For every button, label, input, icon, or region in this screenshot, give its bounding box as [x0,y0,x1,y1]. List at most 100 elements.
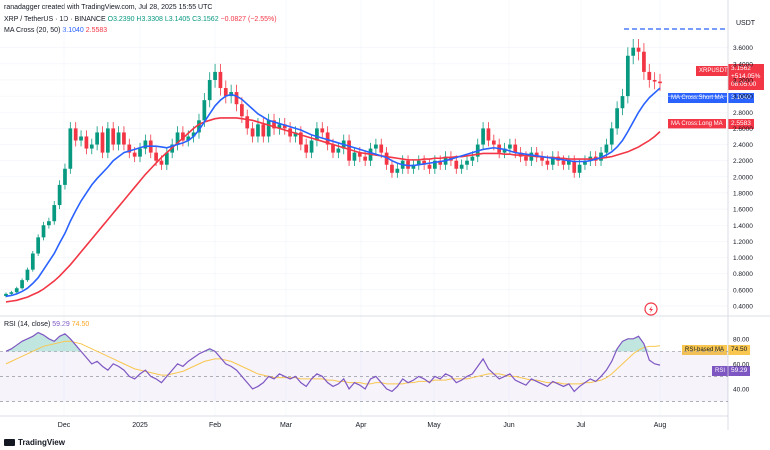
time-tick-label: Mar [280,422,293,429]
candle-body [491,140,496,145]
candle-body [143,140,148,149]
ma-short-tag-label: MA Cross:Short MA [668,93,727,103]
time-axis: Dec 2025 Feb Mar Apr May Jun Jul Aug [58,422,667,429]
candle-body [111,128,116,145]
price-tick-label: 3.6000 [733,45,753,52]
candle-body [416,160,421,165]
candle-body [524,156,528,161]
rsi-value: 59.29 [52,321,70,328]
candle-body [583,160,587,165]
price-tag-change: +514.05% [731,73,761,80]
candle-body [438,160,443,165]
ohlc-low: L3.1405 [164,16,191,23]
ma-long-tag-value: 2.5583 [728,119,754,129]
candle-body [9,292,14,294]
candle-body [256,124,260,137]
candle-body [550,156,555,165]
candle-body [363,156,368,161]
candle-body [95,132,99,145]
candle-body [84,136,89,149]
price-tick-label: 2.0000 [733,174,753,181]
rsi-tick-label: 60.00 [733,361,750,368]
candle-body [615,108,619,129]
price-tick-label: 2.6000 [733,126,753,133]
price-tick-label: 1.2000 [733,239,753,246]
candle-body [138,148,142,157]
candle-body [432,160,437,169]
credit-text: ranadagger created with TradingView.com,… [4,4,213,11]
candle-body [304,144,309,153]
candle-body [481,128,485,145]
candle-body [73,128,78,141]
candle-body [352,152,357,161]
candle-body [4,293,8,297]
candle-body [30,253,35,270]
candle-body [298,132,303,145]
tradingview-logo[interactable]: TradingView [4,438,65,447]
candle-body [636,47,641,52]
candle-body [250,128,255,137]
price-tag-symbol: XRPUSDT [696,66,731,76]
ma-legend: MA Cross (20, 50) 3.1040 2.5583 [4,27,107,34]
price-tick-label: 2.8000 [733,110,753,117]
candle-body [20,280,24,289]
time-tick-label: Dec [58,422,71,429]
candle-body [411,164,416,169]
ohlc-high: H3.3308 [136,16,163,23]
candle-body [652,79,657,82]
rsi-tag-label: RSI [712,366,729,376]
candle-body [175,132,180,145]
time-tick-label: May [427,422,441,429]
candle-body [604,144,609,153]
time-tick-label: Apr [356,422,368,429]
rsi-ma-value: 74.50 [71,321,90,328]
candle-body [534,152,539,157]
candle-body [513,144,518,153]
candle-body [454,160,459,169]
rsi-panel: 80.00 60.00 40.00 [0,331,750,402]
candle-body [47,221,51,226]
rsi-overbought-fill [6,332,660,352]
rsi-label: RSI (14, close) [4,321,51,328]
candle-body [620,96,625,109]
candle-body [63,168,67,185]
candle-body [277,124,282,129]
candle-body [293,132,298,137]
ohlc-close: C3.1562 [192,16,219,23]
ma-short-line [5,87,661,298]
candle-body [245,116,250,129]
time-tick-label: Jun [503,422,514,429]
symbol-info: XRP / TetherUS · 1D · BINANCE O3.2390 H3… [4,16,277,23]
candle-body [261,124,266,137]
candle-body [240,104,244,117]
price-tick-label: 0.4000 [733,303,753,310]
tradingview-logo-icon [4,439,15,446]
price-tag-price: 3.1562 [731,65,751,72]
candle-body [36,237,41,254]
candle-body [266,120,271,137]
ma-long-value: 2.5583 [85,27,108,34]
ma-long-tag-label: MA Cross:Long MA [668,119,726,129]
time-tick-label: Aug [654,422,667,429]
candle-body [561,160,566,165]
candle-body [470,156,475,161]
price-tick-label: 0.6000 [733,287,753,294]
candle-body [68,128,73,169]
candle-body [347,140,351,161]
price-tag-countdown: 08:05:00 [731,81,757,88]
candle-body [213,71,217,80]
candle-body [502,148,507,153]
candle-body [395,168,400,173]
candle-body [465,160,469,165]
candles [4,38,662,298]
candle-body [202,100,207,121]
rsi-ma-tag-value: 74.50 [728,345,751,355]
time-tick-label: 2025 [132,422,148,429]
candle-body [631,47,636,56]
candle-body [647,71,652,80]
price-tick-label: 1.8000 [733,190,753,197]
candle-body [427,164,432,169]
candle-body [309,140,314,153]
candle-body [567,160,571,165]
